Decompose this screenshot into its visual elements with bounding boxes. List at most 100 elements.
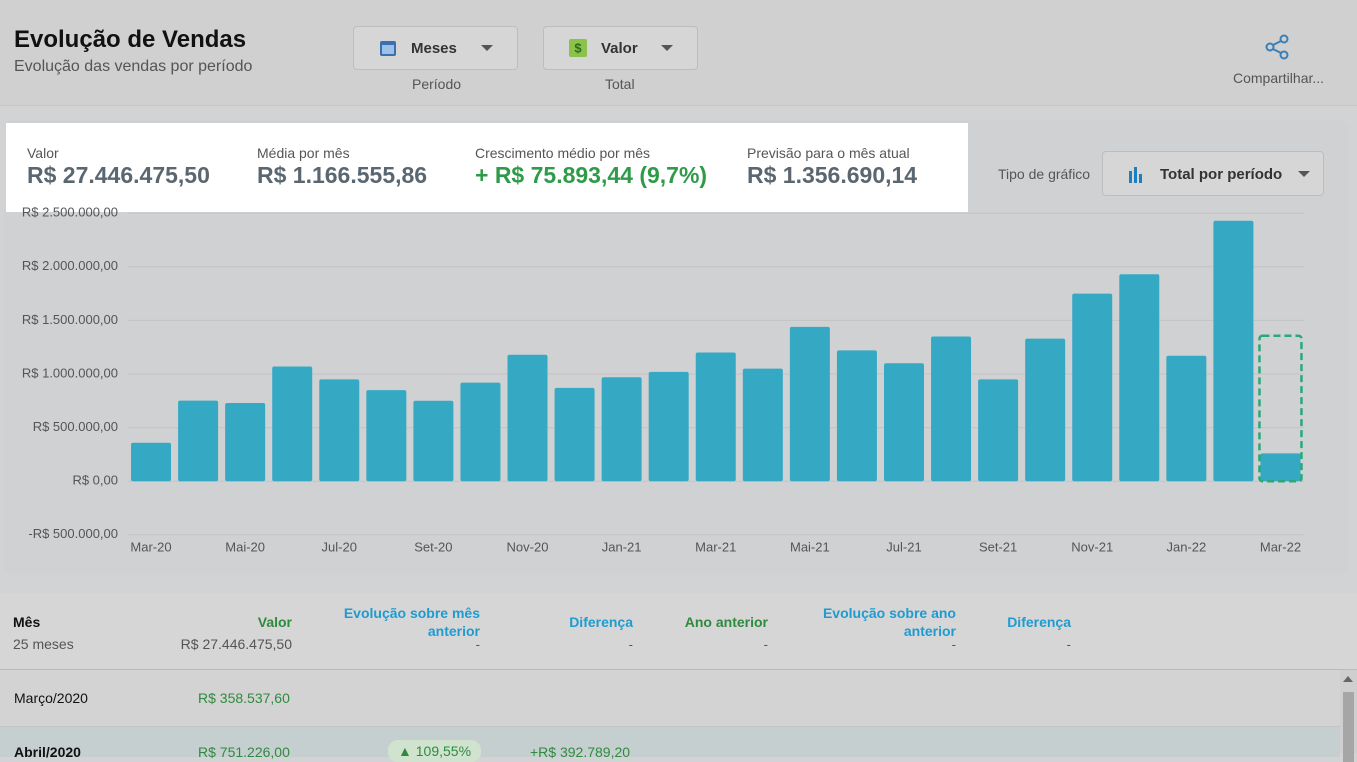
summary: - — [763, 637, 768, 652]
summary: R$ 27.446.475,50 — [180, 636, 292, 652]
x-tick-label: Jul-20 — [322, 539, 357, 554]
bar — [601, 377, 642, 482]
bar — [1025, 338, 1066, 482]
x-tick-label: Nov-21 — [1071, 539, 1113, 554]
kpi-box — [6, 123, 968, 212]
bar — [554, 387, 595, 482]
scrollbar[interactable] — [1340, 670, 1357, 762]
y-tick-label: R$ 1.500.000,00 — [22, 312, 118, 327]
bar — [413, 400, 454, 482]
bar — [836, 350, 877, 482]
bar — [1072, 293, 1113, 482]
summary: 25 meses — [13, 636, 74, 652]
bar — [1166, 355, 1207, 482]
row-difference: +R$ 392.789,20 — [530, 744, 631, 760]
column-header: Evolução sobre mês anterior — [343, 605, 480, 639]
summary: - — [628, 637, 633, 652]
row-value: R$ 751.226,00 — [198, 744, 290, 760]
bar — [742, 368, 783, 482]
y-tick-label: R$ 1.000.000,00 — [22, 365, 118, 380]
calendar-icon — [380, 41, 396, 56]
title: Evolução de Vendas — [14, 26, 247, 53]
subtitle: Evolução das vendas por período — [14, 58, 253, 75]
kpi-value: R$ 1.356.690,14 — [747, 162, 918, 188]
share-icon[interactable] — [1264, 34, 1292, 60]
x-tick-label: Jan-21 — [602, 539, 642, 554]
bar — [883, 363, 924, 482]
money-icon: $ — [569, 39, 587, 57]
bar — [978, 379, 1019, 482]
chart: -R$ 500.000,00 R$ 0,00 R$ 500.000,00 R$ 1.0… — [22, 205, 1304, 554]
summary: - — [475, 637, 480, 652]
bar — [1213, 220, 1254, 482]
x-tick-label: Set-21 — [979, 539, 1017, 554]
metric-label: Total — [605, 76, 635, 92]
row-value: R$ 358.537,60 — [198, 690, 290, 706]
bar — [695, 352, 736, 482]
table-header — [0, 593, 1357, 670]
bar — [131, 442, 172, 482]
kpi-label: Previsão para o mês atual — [747, 145, 910, 161]
bar — [319, 379, 360, 482]
x-tick-label: Mai-21 — [790, 539, 830, 554]
column-header: Evolução sobre ano anterior — [822, 605, 956, 639]
bar — [178, 400, 219, 482]
row — [0, 727, 1340, 757]
x-tick-label: Jul-21 — [886, 539, 921, 554]
x-tick-label: Nov-20 — [507, 539, 549, 554]
kpi-value: R$ 27.446.475,50 — [27, 162, 210, 188]
y-tick-label: -R$ 500.000,00 — [28, 526, 118, 541]
bar — [931, 336, 972, 482]
bar — [225, 402, 266, 482]
chart-type-dropdown[interactable]: Total por período — [1102, 151, 1324, 196]
y-tick-label: R$ 500.000,00 — [33, 419, 118, 434]
column-header: Valor — [257, 614, 292, 630]
x-tick-label: Jan-22 — [1166, 539, 1206, 554]
share-label[interactable]: Compartilhar... — [1233, 70, 1325, 86]
y-tick-label: R$ 2.500.000,00 — [22, 205, 118, 220]
bar — [789, 326, 830, 482]
period-value: Meses — [411, 40, 457, 57]
x-tick-label: Mar-21 — [695, 539, 736, 554]
summary: - — [1066, 637, 1071, 652]
y-tick-label: R$ 2.000.000,00 — [22, 258, 118, 273]
kpi-value: R$ 1.166.555,86 — [257, 162, 428, 188]
chart-type-label: Tipo de gráfico — [998, 166, 1091, 182]
kpi-label: Valor — [27, 145, 59, 161]
chart-type-value: Total por período — [1160, 166, 1283, 183]
x-tick-label: Set-20 — [414, 539, 452, 554]
x-tick-label: Mai-20 — [225, 539, 265, 554]
metric-value: Valor — [601, 40, 638, 57]
kpi-label: Média por mês — [257, 145, 350, 161]
svg-text:$: $ — [574, 40, 582, 55]
column-header: Diferença — [1007, 614, 1071, 630]
column-header: Ano anterior — [684, 614, 768, 630]
x-tick-label: Mar-20 — [130, 539, 171, 554]
column-header: Diferença — [569, 614, 633, 630]
bar — [1119, 274, 1160, 482]
change-value: 109,55% — [415, 743, 472, 759]
period-label: Período — [412, 76, 462, 92]
row-month: Março/2020 — [14, 690, 88, 706]
row-change: ▲ 109,55% — [388, 740, 482, 762]
period-dropdown[interactable]: Meses — [353, 26, 518, 70]
forecast-bar — [1258, 334, 1303, 483]
kpi-value: + R$ 75.893,44 (9,7%) — [475, 162, 708, 188]
bar — [272, 366, 313, 482]
x-tick-label: Mar-22 — [1260, 539, 1301, 554]
bar — [1260, 453, 1301, 482]
bar — [460, 382, 501, 482]
kpi-label: Crescimento médio por mês — [475, 145, 651, 161]
caret — [1298, 171, 1310, 177]
metric-dropdown[interactable]: $ Valor — [543, 26, 698, 70]
row-month: Abril/2020 — [14, 744, 81, 760]
bar — [366, 390, 407, 482]
bar — [648, 371, 689, 482]
caret — [481, 45, 493, 51]
bars-icon — [1129, 167, 1142, 183]
summary: - — [951, 637, 956, 652]
y-tick-label: R$ 0,00 — [72, 473, 118, 488]
column-header: Mês — [13, 614, 41, 630]
row — [0, 670, 1340, 727]
